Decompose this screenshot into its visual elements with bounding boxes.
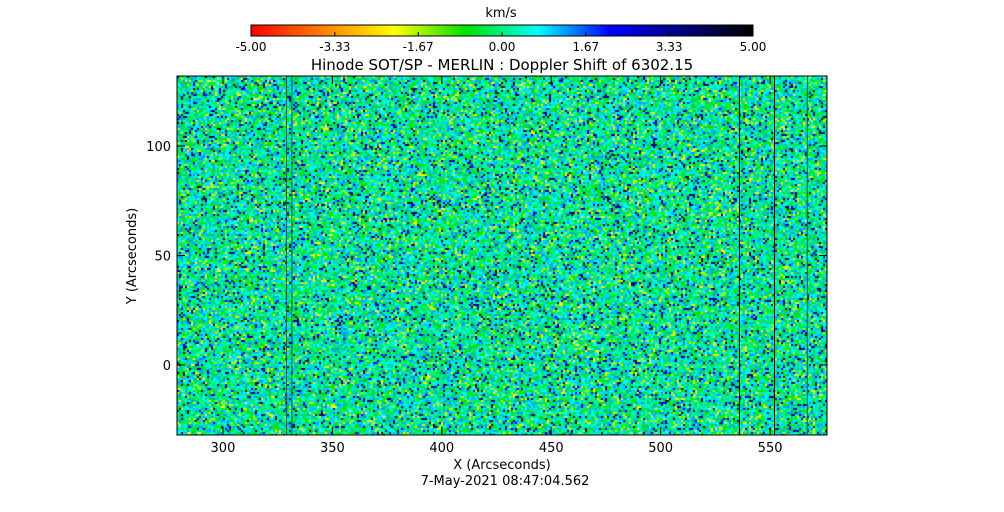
colorbar-ticks: -5.00 -3.33 -1.67 0.00 1.67 3.33 5.00 bbox=[235, 32, 766, 54]
doppler-heatmap-image bbox=[177, 76, 827, 435]
colorbar-tick-label: 5.00 bbox=[740, 40, 767, 54]
timestamp: 7-May-2021 08:47:04.562 bbox=[421, 474, 590, 489]
x-tick-label: 350 bbox=[320, 441, 345, 456]
y-axis-ticks: 0 50 100 bbox=[146, 140, 827, 374]
y-tick-label: 50 bbox=[154, 250, 171, 265]
y-axis-label: Y (Arcseconds) bbox=[125, 208, 140, 305]
y-tick-label: 0 bbox=[163, 359, 171, 374]
x-tick-label: 450 bbox=[539, 441, 564, 456]
x-axis-label: X (Arcseconds) bbox=[453, 458, 550, 473]
colorbar-label: km/s bbox=[485, 6, 517, 21]
y-tick-label: 100 bbox=[146, 140, 171, 155]
chart-title: Hinode SOT/SP - MERLIN : Doppler Shift o… bbox=[311, 56, 693, 74]
data-gap-lines bbox=[285, 76, 808, 435]
x-tick-label: 300 bbox=[211, 441, 236, 456]
colorbar-tick-label: 0.00 bbox=[489, 40, 516, 54]
colorbar-tick-label: -3.33 bbox=[319, 40, 350, 54]
x-axis-ticks: 300 350 400 450 500 550 bbox=[211, 76, 783, 456]
colorbar-tick-label: -1.67 bbox=[403, 40, 434, 54]
x-tick-label: 400 bbox=[429, 441, 454, 456]
colorbar-tick-label: 1.67 bbox=[572, 40, 599, 54]
x-tick-label: 550 bbox=[758, 441, 783, 456]
colorbar-tick-label: -5.00 bbox=[235, 40, 266, 54]
x-tick-label: 500 bbox=[648, 441, 673, 456]
colorbar-tick-label: 3.33 bbox=[656, 40, 683, 54]
